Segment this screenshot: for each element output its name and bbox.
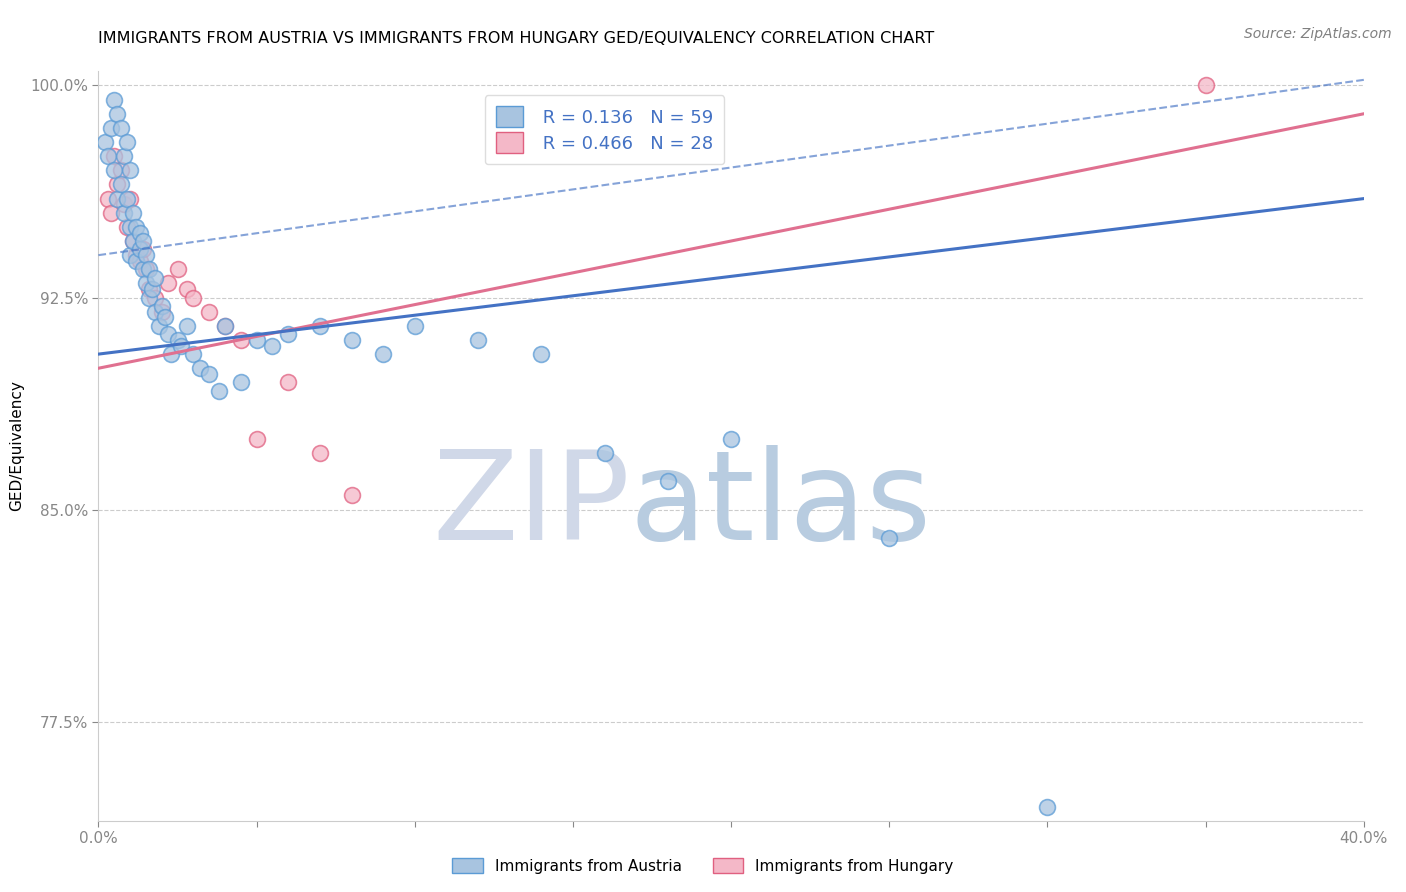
Point	[122, 234, 145, 248]
Point	[132, 243, 155, 257]
Point	[135, 248, 157, 262]
Point	[141, 282, 163, 296]
Point	[97, 149, 120, 163]
Point	[110, 163, 132, 178]
Point	[150, 299, 173, 313]
Point	[188, 361, 211, 376]
Point	[229, 333, 252, 347]
Point	[183, 291, 205, 305]
Point	[1194, 78, 1216, 93]
Point	[103, 93, 125, 107]
Point	[169, 338, 191, 352]
Point	[340, 333, 363, 347]
Point	[530, 347, 553, 361]
Point	[166, 333, 188, 347]
Point	[125, 253, 148, 268]
Point	[229, 376, 252, 390]
Point	[309, 446, 332, 460]
Text: ZIP: ZIP	[432, 445, 630, 566]
Point	[120, 192, 141, 206]
Point	[138, 291, 160, 305]
Point	[246, 333, 269, 347]
Point	[198, 304, 221, 318]
Point	[115, 219, 138, 234]
Point	[132, 262, 155, 277]
Text: Source: ZipAtlas.com: Source: ZipAtlas.com	[1244, 27, 1392, 41]
Point	[120, 248, 141, 262]
Point	[593, 446, 616, 460]
Point	[145, 291, 166, 305]
Point	[100, 120, 122, 135]
Point	[157, 327, 180, 342]
Point	[246, 432, 269, 446]
Point	[132, 234, 155, 248]
Point	[309, 318, 332, 333]
Text: IMMIGRANTS FROM AUSTRIA VS IMMIGRANTS FROM HUNGARY GED/EQUIVALENCY CORRELATION C: IMMIGRANTS FROM AUSTRIA VS IMMIGRANTS FR…	[98, 31, 935, 46]
Point	[135, 277, 157, 291]
Point	[128, 253, 150, 268]
Point	[198, 367, 221, 381]
Point	[110, 120, 132, 135]
Point	[103, 149, 125, 163]
Point	[148, 318, 170, 333]
Point	[115, 135, 138, 149]
Point	[877, 531, 900, 545]
Point	[100, 205, 122, 219]
Point	[97, 192, 120, 206]
Point	[120, 163, 141, 178]
Point	[135, 262, 157, 277]
Point	[145, 270, 166, 285]
Point	[160, 347, 183, 361]
Point	[166, 262, 188, 277]
Point	[122, 205, 145, 219]
Point	[183, 347, 205, 361]
Point	[93, 135, 117, 149]
Point	[125, 219, 148, 234]
Point	[115, 192, 138, 206]
Point	[467, 333, 489, 347]
Legend: Immigrants from Austria, Immigrants from Hungary: Immigrants from Austria, Immigrants from…	[446, 852, 960, 880]
Point	[120, 219, 141, 234]
Point	[125, 248, 148, 262]
Point	[340, 488, 363, 502]
Point	[208, 384, 231, 398]
Point	[112, 149, 135, 163]
Point	[214, 318, 236, 333]
Point	[277, 376, 299, 390]
Y-axis label: GED/Equivalency: GED/Equivalency	[10, 381, 24, 511]
Point	[176, 318, 198, 333]
Point	[277, 327, 299, 342]
Point	[262, 338, 284, 352]
Point	[112, 205, 135, 219]
Point	[657, 475, 679, 489]
Point	[122, 234, 145, 248]
Point	[157, 277, 180, 291]
Point	[720, 432, 742, 446]
Point	[107, 178, 129, 192]
Legend:  R = 0.136   N = 59,  R = 0.466   N = 28: R = 0.136 N = 59, R = 0.466 N = 28	[485, 95, 724, 164]
Point	[107, 192, 129, 206]
Point	[138, 262, 160, 277]
Point	[107, 107, 129, 121]
Point	[1036, 799, 1059, 814]
Point	[128, 243, 150, 257]
Point	[176, 282, 198, 296]
Point	[371, 347, 394, 361]
Point	[128, 226, 150, 240]
Point	[138, 282, 160, 296]
Point	[214, 318, 236, 333]
Point	[150, 304, 173, 318]
Point	[110, 178, 132, 192]
Point	[112, 197, 135, 211]
Text: atlas: atlas	[630, 445, 932, 566]
Point	[153, 310, 176, 325]
Point	[404, 318, 426, 333]
Point	[145, 304, 166, 318]
Point	[103, 163, 125, 178]
